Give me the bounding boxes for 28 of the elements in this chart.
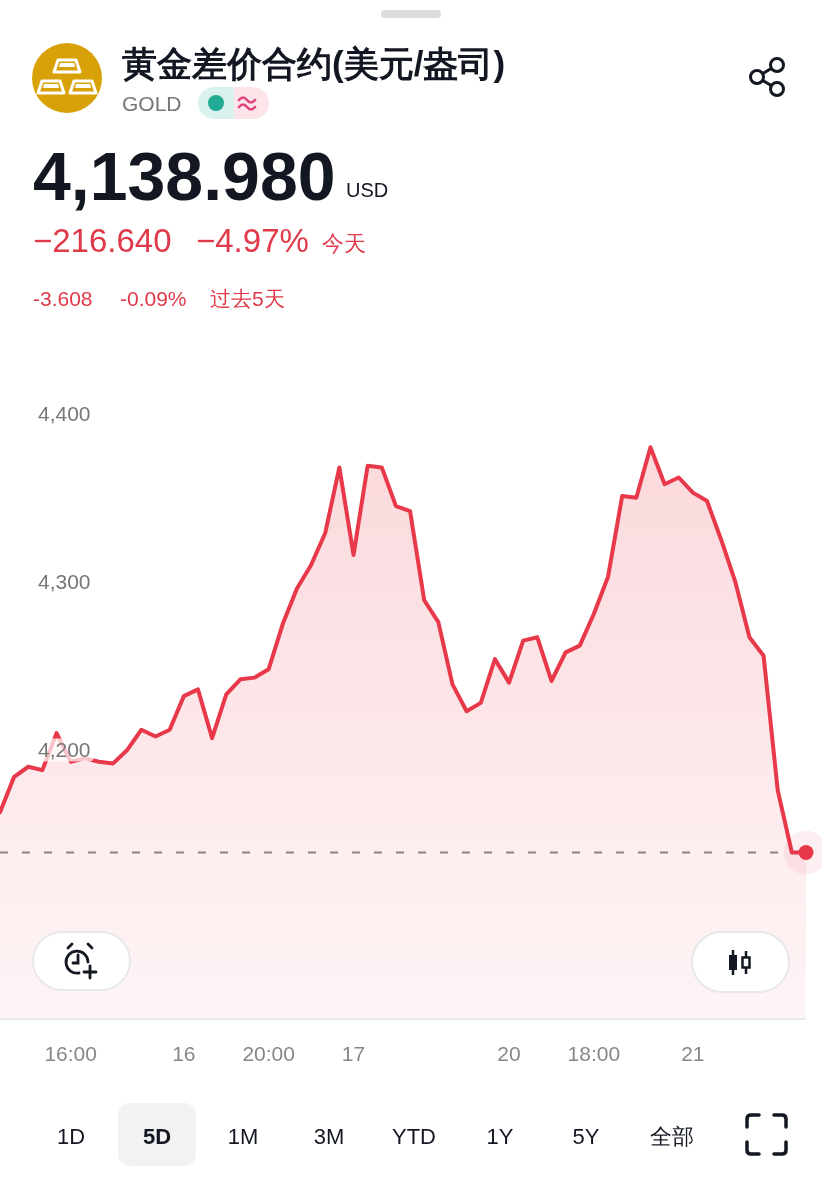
text: −4.97% bbox=[196, 222, 309, 259]
text: -3.608 bbox=[33, 287, 93, 310]
x-tick-label: 21 bbox=[681, 1041, 705, 1065]
text: 1Y bbox=[486, 1123, 514, 1149]
chart-title: 黄金差价合约(美元/盎司) bbox=[122, 44, 506, 83]
x-tick-label: 16 bbox=[172, 1041, 196, 1065]
y-tick-label: 4,300 bbox=[38, 570, 91, 594]
text: USD bbox=[346, 179, 389, 201]
text: 4,138.980 bbox=[33, 138, 336, 214]
text: -0.09% bbox=[120, 287, 187, 310]
text: 过去5天 bbox=[210, 287, 285, 310]
text: 1D bbox=[56, 1123, 86, 1149]
x-tick-label: 16:00 bbox=[44, 1041, 97, 1065]
chart-subtitle: GOLD bbox=[122, 92, 182, 115]
text: 5D bbox=[142, 1123, 172, 1149]
text: 5Y bbox=[572, 1123, 600, 1149]
x-tick-label: 18:00 bbox=[567, 1041, 621, 1065]
x-tick-label: 20:00 bbox=[242, 1041, 295, 1065]
y-tick-label: 4,200 bbox=[38, 738, 91, 762]
text: YTD bbox=[392, 1123, 436, 1149]
text: 今天 bbox=[322, 231, 366, 256]
x-tick-label: 20 bbox=[497, 1041, 521, 1065]
x-tick-label: 17 bbox=[341, 1041, 366, 1065]
text: 全部 bbox=[650, 1123, 694, 1149]
y-tick-label: 4,400 bbox=[38, 402, 91, 426]
text: 3M bbox=[313, 1123, 345, 1149]
text: −216.640 bbox=[33, 222, 172, 259]
text: 1M bbox=[227, 1123, 259, 1149]
